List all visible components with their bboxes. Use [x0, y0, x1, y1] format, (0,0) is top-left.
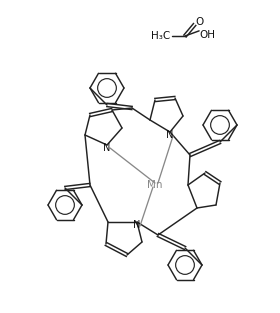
Text: N: N	[166, 130, 174, 140]
Text: Mn: Mn	[147, 180, 163, 190]
Text: H₃C: H₃C	[151, 31, 171, 41]
Text: N: N	[103, 143, 111, 153]
Text: OH: OH	[199, 30, 215, 40]
Text: O: O	[195, 17, 204, 27]
Text: N: N	[133, 220, 141, 230]
